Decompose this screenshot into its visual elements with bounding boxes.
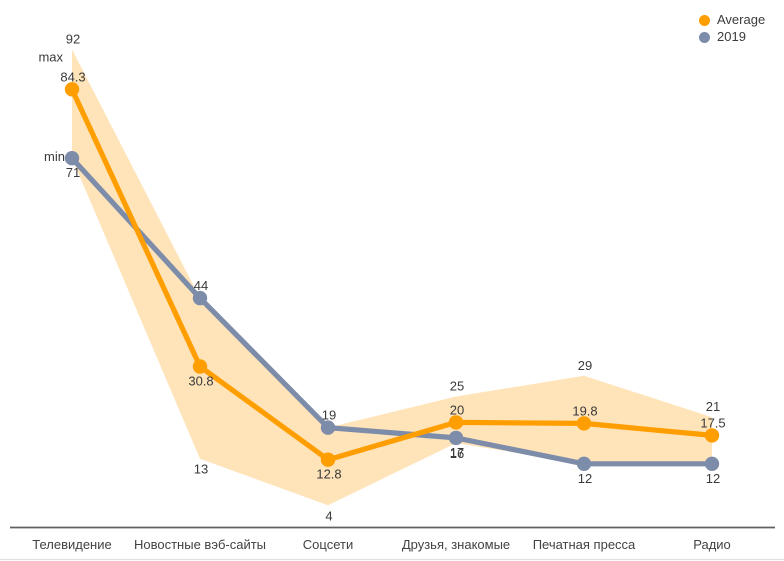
value-label-2019-5: 12: [706, 471, 720, 486]
data-point-average-5[interactable]: [704, 428, 720, 443]
series-line-2019: [69, 155, 715, 467]
data-point-2019-1[interactable]: [192, 290, 208, 306]
legend-item-average[interactable]: Average: [699, 13, 765, 27]
annotation-min: min: [44, 149, 65, 164]
legend-marker-average-icon: [699, 14, 710, 26]
category-label-2: Соцсети: [303, 537, 353, 552]
data-point-2019-0[interactable]: [64, 151, 80, 166]
annotation-max: max: [38, 49, 63, 64]
legend-item-2019[interactable]: 2019: [699, 30, 765, 44]
band-min-label-1: 13: [194, 462, 208, 477]
legend: Average 2019: [699, 13, 765, 44]
data-point-2019-3[interactable]: [448, 430, 464, 446]
data-point-average-0[interactable]: [64, 82, 80, 97]
data-point-average-1[interactable]: [192, 359, 208, 374]
data-point-average-4[interactable]: [576, 416, 592, 431]
legend-marker-2019-icon: [699, 31, 710, 43]
series-line-average: [69, 86, 715, 463]
legend-label-average: Average: [717, 12, 766, 27]
band-max-label-0: 92: [66, 31, 80, 46]
value-label-2019-2: 19: [322, 408, 336, 423]
value-label-average-1: 30.8: [188, 373, 213, 388]
data-point-average-3[interactable]: [448, 415, 464, 430]
value-label-2019-3: 17: [450, 445, 464, 460]
data-point-2019-5[interactable]: [704, 456, 720, 471]
minmax-band-area: [72, 49, 712, 506]
data-point-2019-4[interactable]: [576, 456, 592, 471]
value-label-average-0: 84.3: [60, 69, 85, 84]
category-label-3: Друзья, знакомые: [402, 537, 510, 552]
value-label-2019-0: 71: [66, 165, 80, 180]
category-label-5: Радио: [693, 537, 731, 552]
band-min-label-2: 4: [325, 508, 332, 523]
category-label-1: Новостные вэб-сайты: [134, 537, 266, 552]
value-label-average-5: 17.5: [700, 415, 725, 430]
band-max-label-5: 21: [706, 399, 720, 414]
band-max-label-4: 29: [578, 358, 592, 373]
value-label-average-2: 12.8: [316, 467, 341, 482]
band-max-label-3: 25: [450, 379, 464, 394]
value-label-average-4: 19.8: [572, 403, 597, 418]
data-point-2019-2[interactable]: [320, 420, 336, 435]
value-label-2019-1: 44: [194, 278, 208, 293]
value-label-average-3: 20: [450, 402, 464, 417]
category-label-0: Телевидение: [32, 537, 111, 552]
category-label-4: Печатная пресса: [533, 537, 636, 552]
legend-label-2019: 2019: [717, 29, 746, 44]
value-label-2019-4: 12: [578, 471, 592, 486]
data-point-average-2[interactable]: [320, 452, 336, 467]
band-min-label-3: 16: [450, 446, 464, 461]
